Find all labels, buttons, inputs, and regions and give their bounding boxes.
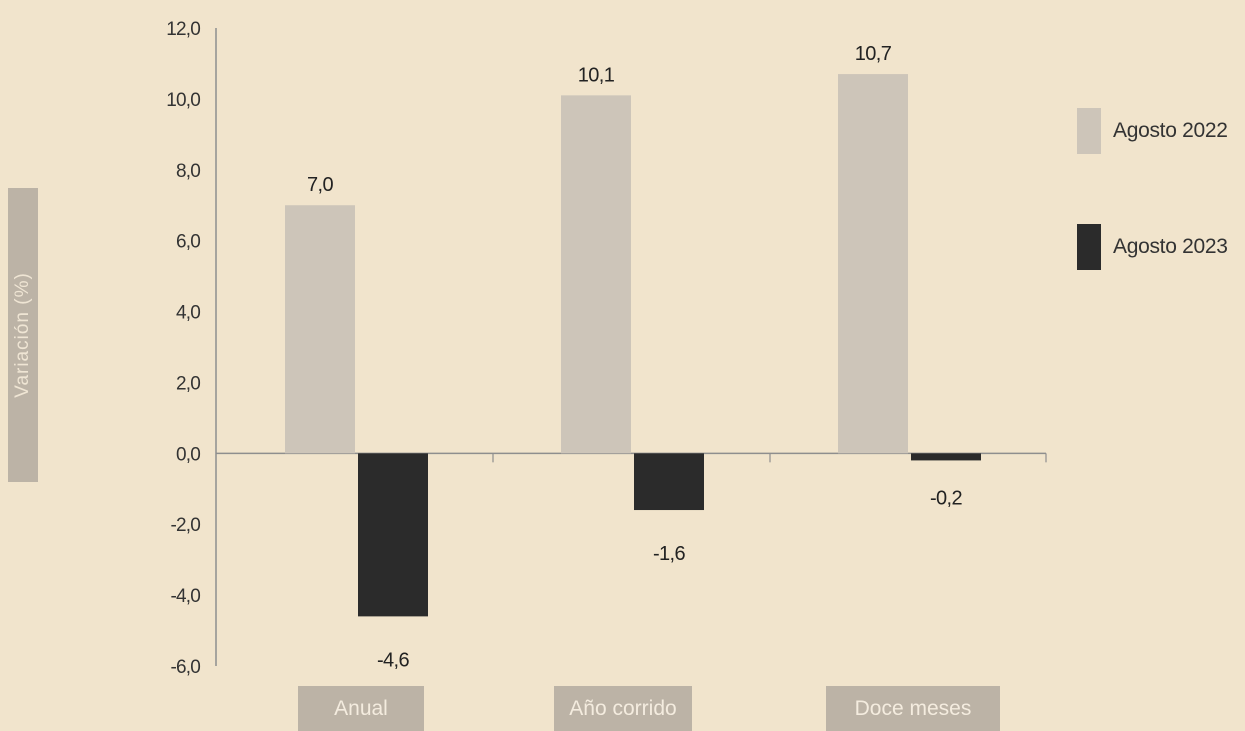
legend-swatch-2023 <box>1077 224 1101 270</box>
y-tick-label: 8,0 <box>176 161 200 182</box>
legend-item-2022: Agosto 2022 <box>1077 108 1228 154</box>
y-tick-label: 12,0 <box>166 19 200 40</box>
data-label: -4,6 <box>377 649 410 671</box>
bar-2023 <box>358 453 428 617</box>
legend-item-2023: Agosto 2023 <box>1077 224 1228 270</box>
category-label-anual: Anual <box>298 686 424 731</box>
y-tick-label: 0,0 <box>176 444 200 465</box>
data-label: 10,7 <box>855 43 892 65</box>
legend-label-2022: Agosto 2022 <box>1113 119 1228 142</box>
bar-2023 <box>634 453 704 511</box>
category-label-doce-meses: Doce meses <box>826 686 1000 731</box>
bar-2022 <box>561 95 631 454</box>
data-label: -0,2 <box>930 487 963 509</box>
y-tick-label: 2,0 <box>176 373 200 394</box>
bar-2022 <box>838 74 908 454</box>
y-tick-label: -6,0 <box>170 657 200 678</box>
legend-label-2023: Agosto 2023 <box>1113 235 1228 258</box>
bar-2023 <box>911 453 981 461</box>
legend-swatch-2022 <box>1077 108 1101 154</box>
y-tick-label: -2,0 <box>170 515 200 536</box>
y-tick-label: -4,0 <box>170 586 200 607</box>
bar-2022 <box>285 205 355 454</box>
y-axis-label-box <box>8 188 38 482</box>
data-label: -1,6 <box>653 543 686 565</box>
category-label-ano-corrido: Año corrido <box>554 686 692 731</box>
data-label: 7,0 <box>307 174 333 196</box>
y-tick-label: 10,0 <box>166 90 200 111</box>
y-tick-label: 4,0 <box>176 303 200 324</box>
y-tick-label: 6,0 <box>176 232 200 253</box>
data-label: 10,1 <box>578 64 615 86</box>
